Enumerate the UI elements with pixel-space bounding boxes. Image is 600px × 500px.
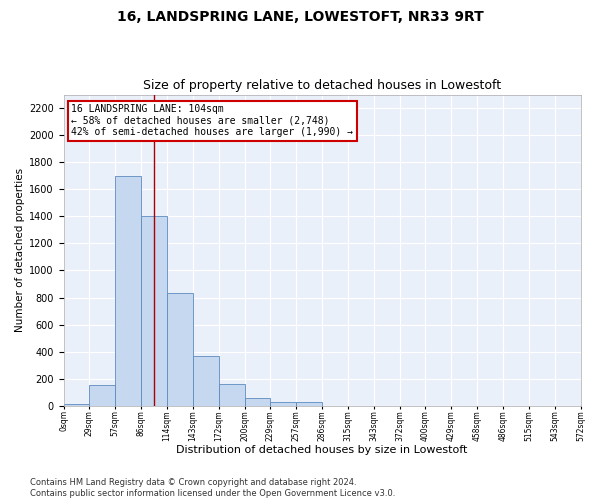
Text: 16, LANDSPRING LANE, LOWESTOFT, NR33 9RT: 16, LANDSPRING LANE, LOWESTOFT, NR33 9RT [116,10,484,24]
Bar [193,356,218,406]
Text: 16 LANDSPRING LANE: 104sqm
← 58% of detached houses are smaller (2,748)
42% of s: 16 LANDSPRING LANE: 104sqm ← 58% of deta… [71,104,353,137]
Bar [64,404,89,406]
X-axis label: Distribution of detached houses by size in Lowestoft: Distribution of detached houses by size … [176,445,468,455]
Bar [89,386,115,406]
Bar [296,402,322,406]
Title: Size of property relative to detached houses in Lowestoft: Size of property relative to detached ho… [143,79,501,92]
Bar [218,384,245,406]
Bar [115,176,141,406]
Text: Contains HM Land Registry data © Crown copyright and database right 2024.
Contai: Contains HM Land Registry data © Crown c… [30,478,395,498]
Bar [167,294,193,406]
Bar [141,216,167,406]
Y-axis label: Number of detached properties: Number of detached properties [15,168,25,332]
Bar [271,402,296,406]
Bar [245,398,271,406]
